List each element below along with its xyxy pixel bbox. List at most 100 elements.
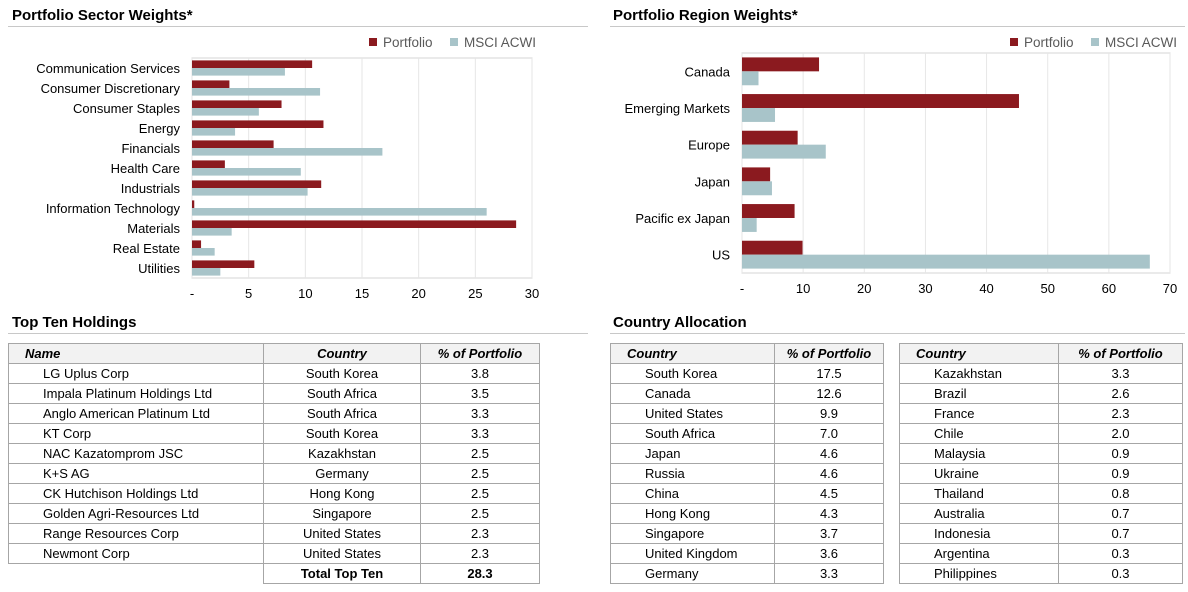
table-cell: Philippines <box>899 563 1059 584</box>
table-cell: 0.7 <box>1058 503 1183 524</box>
table-row: Japan 4.6 <box>610 443 884 464</box>
bar-msci-acwi <box>192 128 236 136</box>
table-cell: United States <box>263 543 421 564</box>
bar-msci-acwi <box>742 218 757 232</box>
table-cell: NAC Kazatomprom JSC <box>8 443 264 464</box>
table-cell: Germany <box>263 463 421 484</box>
bar-msci-acwi <box>192 228 232 236</box>
table-row: South Africa 7.0 <box>610 423 884 444</box>
table-cell: Newmont Corp <box>8 543 264 564</box>
table-cell: 4.3 <box>774 503 884 524</box>
table-cell: Anglo American Platinum Ltd <box>8 403 264 424</box>
table-cell: Impala Platinum Holdings Ltd <box>8 383 264 404</box>
table-cell: United Kingdom <box>610 543 775 564</box>
table-row: Argentina 0.3 <box>899 543 1183 564</box>
table-cell: France <box>899 403 1059 424</box>
table-cell: 2.3 <box>1058 403 1183 424</box>
bar-portfolio <box>192 120 324 128</box>
table-cell: 0.9 <box>1058 443 1183 464</box>
table-cell: 2.5 <box>420 443 540 464</box>
bar-portfolio <box>742 57 820 72</box>
table-row: Golden Agri-Resources Ltd Singapore 2.5 <box>8 503 540 524</box>
table-cell: 3.3 <box>1058 363 1183 384</box>
category-label: Pacific ex Japan <box>635 211 730 226</box>
bar-portfolio <box>192 180 322 188</box>
table-cell: United States <box>610 403 775 424</box>
region-chart-title: Portfolio Region Weights* <box>613 7 798 24</box>
table-row: Canada 12.6 <box>610 383 884 404</box>
bar-portfolio <box>192 240 202 248</box>
table-cell: 7.0 <box>774 423 884 444</box>
table-cell: 3.8 <box>420 363 540 384</box>
tick-label: 70 <box>1163 281 1177 296</box>
region-weights-chart: - 10 20 30 40 50 60 70 Canada Emerging Markets Eur… <box>625 35 1178 296</box>
legend-label: MSCI ACWI <box>464 35 536 50</box>
top-ten-holdings-table: Name Country % of Portfolio LG Uplus Cor… <box>8 343 540 584</box>
bar-portfolio <box>192 80 230 88</box>
bar-portfolio <box>742 204 795 218</box>
category-label: Materials <box>127 221 180 236</box>
table-cell: South Korea <box>263 363 421 384</box>
bar-msci-acwi <box>192 88 321 96</box>
table-cell: 4.6 <box>774 443 884 464</box>
table-row: Singapore 3.7 <box>610 523 884 544</box>
table-row: France 2.3 <box>899 403 1183 424</box>
table-cell: 9.9 <box>774 403 884 424</box>
table-cell: 0.7 <box>1058 523 1183 544</box>
bar-msci-acwi <box>192 188 308 196</box>
table-header-row: Country % of Portfolio <box>899 343 1183 364</box>
table-row: Newmont Corp United States 2.3 <box>8 543 540 564</box>
table-row: Russia 4.6 <box>610 463 884 484</box>
category-label: Real Estate <box>113 241 180 256</box>
table-cell: 0.3 <box>1058 563 1183 584</box>
table-cell: 3.3 <box>774 563 884 584</box>
header-country: Country <box>263 343 421 364</box>
table-cell: Kazakhstan <box>899 363 1059 384</box>
table-cell: Japan <box>610 443 775 464</box>
bar-portfolio <box>742 94 1019 108</box>
table-cell: Singapore <box>610 523 775 544</box>
table-row: Anglo American Platinum Ltd South Africa 3… <box>8 403 540 424</box>
tick-label: 40 <box>979 281 993 296</box>
table-cell: 17.5 <box>774 363 884 384</box>
table-cell: Thailand <box>899 483 1059 504</box>
table-cell: 2.5 <box>420 463 540 484</box>
table-cell: South Korea <box>610 363 775 384</box>
category-label: Consumer Staples <box>73 101 180 116</box>
table-cell: 2.6 <box>1058 383 1183 404</box>
tick-label: 20 <box>857 281 871 296</box>
tick-label: 20 <box>411 286 425 301</box>
table-row: K+S AG Germany 2.5 <box>8 463 540 484</box>
header-name: Name <box>8 343 264 364</box>
table-cell: 2.3 <box>420 523 540 544</box>
table-cell: 3.7 <box>774 523 884 544</box>
table-cell: Golden Agri-Resources Ltd <box>8 503 264 524</box>
header-percent: % of Portfolio <box>1058 343 1183 364</box>
table-cell: 3.6 <box>774 543 884 564</box>
table-row: China 4.5 <box>610 483 884 504</box>
table-cell: Singapore <box>263 503 421 524</box>
bar-msci-acwi <box>192 248 215 256</box>
bar-portfolio <box>742 130 798 145</box>
plot-area <box>741 52 1171 274</box>
country-allocation-table-right: Country % of Portfolio Kazakhstan 3.3 Braz… <box>899 343 1183 584</box>
table-cell: K+S AG <box>8 463 264 484</box>
table-cell: CK Hutchison Holdings Ltd <box>8 483 264 504</box>
category-label: Industrials <box>121 181 181 196</box>
table-cell: 0.3 <box>1058 543 1183 564</box>
table-row: KT Corp South Korea 3.3 <box>8 423 540 444</box>
table-cell: 2.5 <box>420 503 540 524</box>
region-title-rule <box>610 26 1185 27</box>
country-allocation-title: Country Allocation <box>613 314 747 331</box>
legend-swatch <box>1010 38 1018 46</box>
table-cell: Hong Kong <box>263 483 421 504</box>
category-label: US <box>712 248 730 263</box>
category-label: Energy <box>139 121 181 136</box>
category-label: Information Technology <box>46 201 181 216</box>
table-cell: 2.3 <box>420 543 540 564</box>
tick-label: 10 <box>796 281 810 296</box>
bar-portfolio <box>742 240 803 255</box>
category-label: Japan <box>695 174 730 189</box>
legend-swatch <box>450 38 458 46</box>
legend-label: Portfolio <box>383 35 433 50</box>
